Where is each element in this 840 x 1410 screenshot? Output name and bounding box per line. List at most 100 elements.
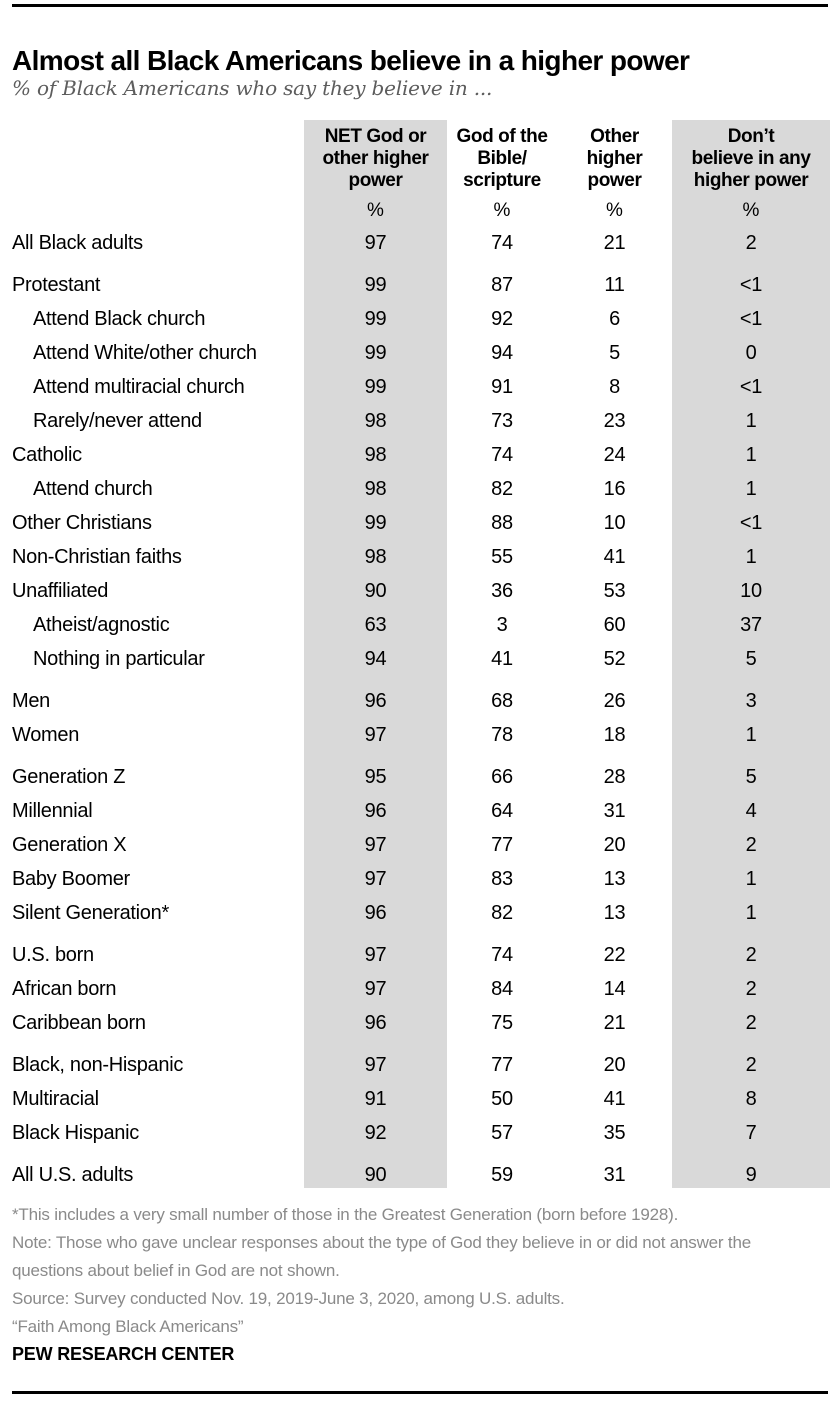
shaded-column-band-net-god	[304, 120, 447, 1188]
cell-value: 98	[364, 546, 387, 568]
cell-value: 8	[745, 1088, 757, 1110]
cell-value: 5	[745, 766, 757, 788]
cell-value: 95	[364, 766, 387, 788]
cell-value: 1	[745, 444, 757, 466]
cell-value: 73	[491, 410, 513, 432]
cell-value: 2	[745, 834, 757, 856]
cell-value: 1	[745, 724, 757, 746]
top-rule	[12, 4, 828, 7]
cell-value: 3	[496, 614, 508, 636]
cell-value: 84	[491, 978, 513, 1000]
cell-value: 1	[745, 478, 757, 500]
cell-value: 7	[745, 1122, 757, 1144]
cell-value: 26	[603, 690, 626, 712]
table-row: Attend Black church 99 92 6 <1	[12, 302, 830, 336]
table-row: Non-Christian faiths 98 55 41 1	[12, 540, 830, 574]
cell-value: 18	[603, 724, 626, 746]
table-row: Rarely/never attend 98 73 23 1	[12, 404, 830, 438]
footnote-note: Note: Those who gave unclear responses a…	[12, 1233, 751, 1280]
cell-value: 0	[745, 342, 757, 364]
cell-value: 6	[609, 308, 620, 330]
cell-value: 2	[745, 1012, 757, 1034]
bottom-rule	[12, 1391, 828, 1394]
cell-value: 97	[364, 1054, 387, 1076]
column-header-net-god: NET God or other higher power	[322, 126, 429, 191]
cell-value: 77	[491, 834, 513, 856]
cell-value: 97	[364, 978, 387, 1000]
footnote-source: Source: Survey conducted Nov. 19, 2019-J…	[12, 1289, 565, 1308]
page-title: Almost all Black Americans believe in a …	[12, 44, 690, 76]
cell-value: 9	[745, 1164, 757, 1186]
chart-subtitle: % of Black Americans who say they believ…	[12, 76, 493, 100]
table-row: Black Hispanic 92 57 35 7	[12, 1116, 830, 1150]
cell-value: 96	[364, 902, 387, 924]
table-row: Nothing in particular 94 41 52 5	[12, 642, 830, 676]
data-table: NET God or other higher power God of the…	[12, 120, 830, 1192]
cell-value: 74	[491, 232, 513, 254]
table-row: Attend multiracial church 99 91 8 <1	[12, 370, 830, 404]
table-row: Protestant 99 87 11 <1	[12, 268, 830, 302]
unit-label: %	[606, 200, 623, 221]
table-row: Men 96 68 26 3	[12, 684, 830, 718]
cell-value: 99	[364, 308, 387, 330]
cell-value: 82	[491, 478, 513, 500]
table-row: Generation X 97 77 20 2	[12, 828, 830, 862]
shaded-column-band-dont-believe	[672, 120, 830, 1188]
cell-value: 99	[364, 376, 387, 398]
cell-value: 3	[745, 690, 757, 712]
cell-value: 97	[364, 232, 387, 254]
cell-value: 14	[603, 978, 626, 1000]
cell-value: 2	[745, 232, 757, 254]
cell-value: 31	[603, 1164, 626, 1186]
row-label: Attend church	[33, 478, 153, 500]
row-label: Women	[12, 724, 80, 746]
cell-value: 21	[603, 1012, 626, 1034]
cell-value: 90	[364, 1164, 387, 1186]
cell-value: 4	[745, 800, 757, 822]
cell-value: 78	[491, 724, 513, 746]
cell-value: 41	[491, 648, 513, 670]
cell-value: 96	[364, 1012, 387, 1034]
column-header-god-of-bible: God of the Bible/ scripture	[456, 126, 548, 191]
cell-value: 91	[491, 376, 513, 398]
cell-value: 41	[603, 546, 626, 568]
row-label: Atheist/agnostic	[33, 614, 170, 636]
cell-value: 41	[603, 1088, 626, 1110]
cell-value: 97	[364, 868, 387, 890]
cell-value: 90	[364, 580, 387, 602]
column-header-other-higher-power: Other higher power	[586, 126, 643, 191]
table-row: All Black adults 97 74 21 2	[12, 226, 830, 260]
cell-value: 82	[491, 902, 513, 924]
table-row: Catholic 98 74 24 1	[12, 438, 830, 472]
cell-value: 99	[364, 274, 387, 296]
row-label: Men	[12, 690, 51, 712]
row-label: Millennial	[12, 800, 93, 822]
unit-label: %	[367, 200, 384, 221]
cell-value: 91	[364, 1088, 387, 1110]
cell-value: 5	[745, 648, 757, 670]
cell-value: 50	[491, 1088, 513, 1110]
row-label: Catholic	[12, 444, 82, 466]
cell-value: 36	[491, 580, 513, 602]
cell-value: 37	[740, 614, 762, 636]
unit-label: %	[742, 200, 760, 221]
cell-value: 1	[745, 546, 757, 568]
row-label: Generation X	[12, 834, 127, 856]
cell-value: <1	[739, 376, 763, 398]
table-row: Caribbean born 96 75 21 2	[12, 1006, 830, 1040]
cell-value: 75	[491, 1012, 513, 1034]
cell-value: 63	[364, 614, 387, 636]
cell-value: 64	[491, 800, 513, 822]
cell-value: 24	[603, 444, 626, 466]
cell-value: 83	[491, 868, 513, 890]
table-row: Atheist/agnostic 63 3 60 37	[12, 608, 830, 642]
row-label: Baby Boomer	[12, 868, 130, 890]
cell-value: 28	[603, 766, 626, 788]
unit-spacer	[12, 196, 304, 226]
row-label: Silent Generation*	[12, 902, 169, 924]
cell-value: 11	[604, 274, 625, 296]
table-unit-row: % % % %	[12, 196, 830, 226]
cell-value: 59	[491, 1164, 513, 1186]
row-label: Multiracial	[12, 1088, 99, 1110]
cell-value: 74	[491, 944, 513, 966]
